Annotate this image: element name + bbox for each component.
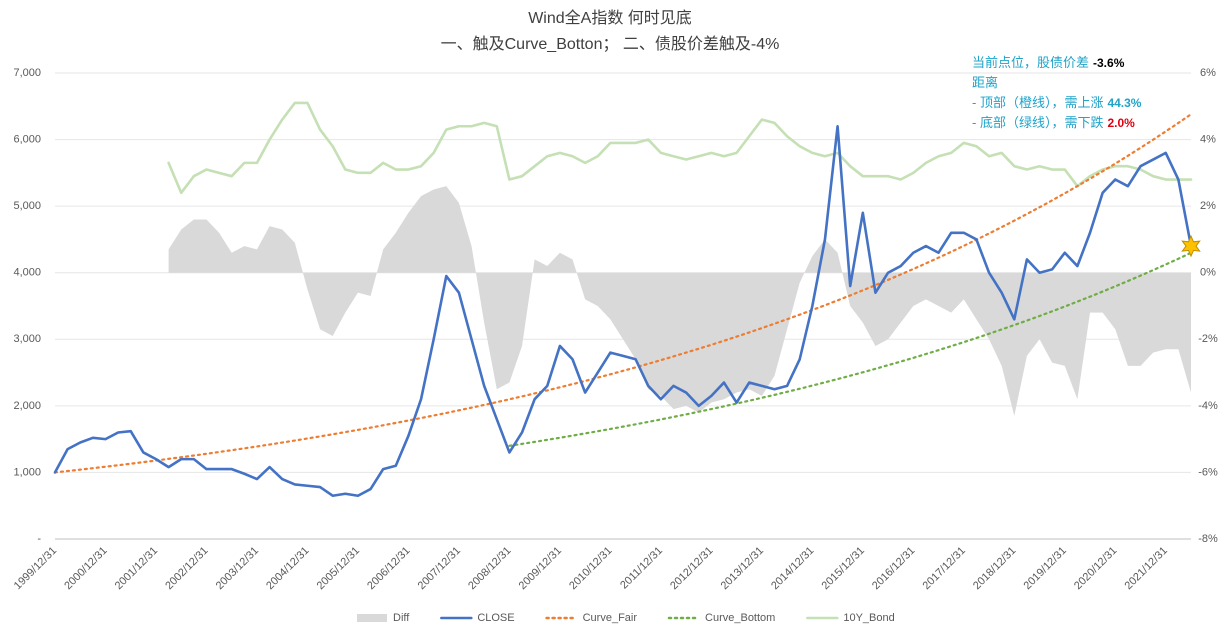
- legend-label: 10Y_Bond: [843, 612, 894, 624]
- annotation: - 顶部（橙线），需上涨 44.3%: [972, 95, 1142, 110]
- chart-title: Wind全A指数 何时见底: [528, 9, 692, 27]
- x-tick-label: 2016/12/31: [870, 545, 917, 592]
- legend-item: CLOSE: [440, 612, 515, 624]
- x-tick-label: 2001/12/31: [113, 545, 160, 592]
- y2-tick-label: -8%: [1198, 533, 1218, 545]
- y-tick-label: 6,000: [13, 133, 41, 145]
- y2-tick-label: 0%: [1200, 267, 1216, 279]
- line: [53, 113, 1193, 474]
- line: [508, 251, 1193, 447]
- x-tick-label: 2000/12/31: [62, 545, 109, 592]
- current-point: [1181, 234, 1201, 258]
- y-tick-label: 2,000: [13, 400, 41, 412]
- x-tick-label: 2006/12/31: [365, 545, 412, 592]
- y-tick-label: -: [37, 533, 41, 545]
- x-tick-label: 2015/12/31: [820, 545, 867, 592]
- x-tick-label: 2018/12/31: [971, 545, 1018, 592]
- annotation-text: 距离: [972, 75, 998, 90]
- x-tick-label: 2021/12/31: [1123, 545, 1170, 592]
- legend-item: Curve_Fair: [545, 612, 638, 624]
- x-tick-label: 2010/12/31: [567, 545, 614, 592]
- annotation-text: 当前点位，股债价差: [972, 55, 1089, 70]
- y-tick-label: 7,000: [13, 67, 41, 79]
- y-tick-label: 4,000: [13, 267, 41, 279]
- x-tick-label: 2005/12/31: [315, 545, 362, 592]
- x-tick-label: 2017/12/31: [921, 545, 968, 592]
- x-tick-label: 2020/12/31: [1072, 545, 1119, 592]
- annotation-value: 44.3%: [1107, 96, 1141, 110]
- y2-tick-label: 6%: [1200, 67, 1216, 79]
- legend-item: Curve_Bottom: [667, 612, 775, 624]
- legend-swatch: [357, 614, 387, 622]
- line: [167, 101, 1193, 195]
- x-tick-label: 2009/12/31: [517, 545, 564, 592]
- legend-label: Diff: [393, 612, 410, 624]
- y2-tick-label: -6%: [1198, 466, 1218, 478]
- legend-label: Curve_Bottom: [705, 612, 775, 624]
- legend-label: CLOSE: [477, 612, 514, 624]
- annotation-value: 2.0%: [1107, 116, 1135, 130]
- y2-tick-label: -4%: [1198, 400, 1218, 412]
- y-tick-label: 1,000: [13, 466, 41, 478]
- x-tick-label: 2002/12/31: [163, 545, 210, 592]
- x-tick-label: 2011/12/31: [618, 545, 665, 592]
- x-tick-label: 2004/12/31: [264, 545, 311, 592]
- legend-item: 10Y_Bond: [806, 612, 895, 624]
- x-tick-label: 2008/12/31: [466, 545, 513, 592]
- annotation: 距离: [972, 75, 998, 90]
- chart-subtitle: 一、触及Curve_Botton； 二、债股价差触及-4%: [441, 35, 780, 53]
- y-tick-label: 3,000: [13, 333, 41, 345]
- x-tick-label: 1999/12/31: [12, 545, 59, 592]
- x-tick-label: 2012/12/31: [668, 545, 715, 592]
- line: [53, 124, 1193, 498]
- area: [168, 186, 1192, 416]
- y2-tick-label: 2%: [1200, 200, 1216, 212]
- legend-item: Diff: [357, 612, 410, 624]
- legend-label: Curve_Fair: [583, 612, 638, 624]
- x-tick-label: 2019/12/31: [1022, 545, 1069, 592]
- annotation-value: -3.6%: [1093, 56, 1125, 70]
- annotation-text: - 底部（绿线），需下跌: [972, 115, 1103, 130]
- annotation-text: - 顶部（橙线），需上涨: [972, 95, 1103, 110]
- x-tick-label: 2014/12/31: [769, 545, 816, 592]
- annotation: - 底部（绿线），需下跌 2.0%: [972, 115, 1135, 130]
- annotation: 当前点位，股债价差 -3.6%: [972, 55, 1125, 70]
- y2-tick-label: 4%: [1200, 133, 1216, 145]
- y-tick-label: 5,000: [13, 200, 41, 212]
- x-tick-label: 2007/12/31: [416, 545, 463, 592]
- x-tick-label: 2013/12/31: [719, 545, 766, 592]
- x-tick-label: 2003/12/31: [214, 545, 261, 592]
- y2-tick-label: -2%: [1198, 333, 1218, 345]
